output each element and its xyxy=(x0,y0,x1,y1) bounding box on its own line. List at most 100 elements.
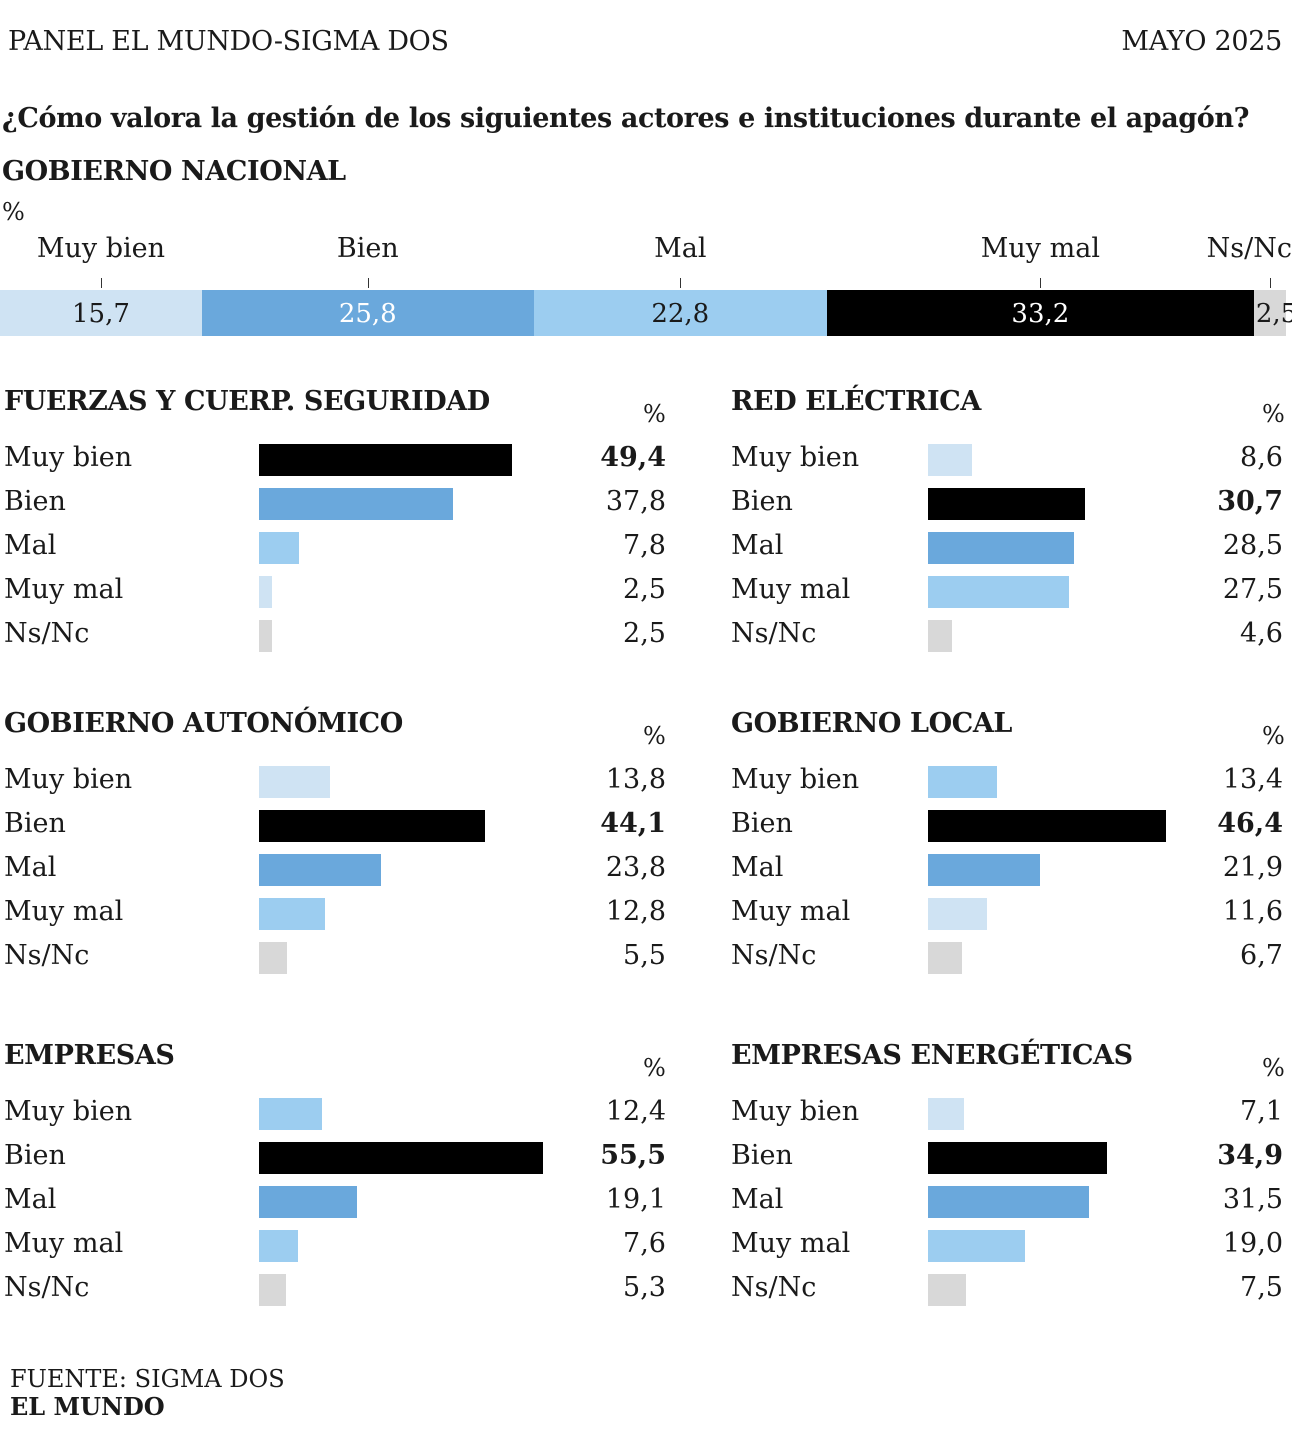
row-value: 8,6 xyxy=(1240,442,1283,473)
national-segment-value: 33,2 xyxy=(1011,299,1070,329)
row-label: Muy bien xyxy=(731,764,860,795)
row-value: 12,4 xyxy=(605,1096,666,1127)
panel-title: GOBIERNO LOCAL xyxy=(731,708,1012,739)
national-segment-value: 2,5 xyxy=(1255,299,1292,329)
brand-logo: EL MUNDO xyxy=(10,1392,165,1421)
national-segment xyxy=(826,290,1254,336)
row-value: 7,8 xyxy=(623,530,666,561)
national-segment xyxy=(533,290,827,336)
row-label: Bien xyxy=(4,1140,66,1171)
row-value: 7,6 xyxy=(623,1228,666,1259)
panel-title: EMPRESAS xyxy=(4,1040,175,1071)
row-label: Muy bien xyxy=(4,764,133,795)
bar xyxy=(928,942,963,974)
row-value: 5,3 xyxy=(623,1272,666,1303)
bar xyxy=(259,620,272,652)
bar xyxy=(928,854,1041,886)
row-label: Muy mal xyxy=(731,1228,851,1259)
bar xyxy=(259,810,485,842)
bar xyxy=(259,942,288,974)
bar xyxy=(259,854,381,886)
row-label: Mal xyxy=(4,1184,57,1215)
bar xyxy=(928,1142,1107,1174)
national-category-label: Bien xyxy=(336,233,399,264)
row-value: 11,6 xyxy=(1222,896,1283,927)
row-label: Ns/Nc xyxy=(4,940,90,971)
row-value: 6,7 xyxy=(1240,940,1283,971)
bar xyxy=(928,532,1074,564)
row-value: 44,1 xyxy=(600,808,666,839)
national-segment xyxy=(201,290,534,336)
row-value: 55,5 xyxy=(600,1140,666,1171)
row-value: 34,9 xyxy=(1217,1140,1283,1171)
bar xyxy=(928,766,997,798)
panel-unit: % xyxy=(643,1054,666,1082)
row-label: Ns/Nc xyxy=(731,1272,817,1303)
row-label: Ns/Nc xyxy=(731,940,817,971)
row-label: Muy mal xyxy=(4,896,124,927)
bar xyxy=(259,488,453,520)
row-value: 27,5 xyxy=(1222,574,1283,605)
row-value: 12,8 xyxy=(605,896,666,927)
row-label: Mal xyxy=(731,852,784,883)
row-value: 30,7 xyxy=(1217,486,1283,517)
national-title: GOBIERNO NACIONAL xyxy=(2,156,346,187)
bar xyxy=(928,810,1166,842)
national-tick xyxy=(680,278,682,288)
row-value: 13,8 xyxy=(605,764,666,795)
row-value: 19,0 xyxy=(1222,1228,1283,1259)
row-value: 37,8 xyxy=(605,486,666,517)
row-label: Muy mal xyxy=(731,896,851,927)
row-value: 2,5 xyxy=(623,574,666,605)
row-label: Muy bien xyxy=(4,442,133,473)
national-tick xyxy=(367,278,369,288)
row-label: Muy mal xyxy=(731,574,851,605)
bar xyxy=(928,1274,967,1306)
row-value: 21,9 xyxy=(1222,852,1283,883)
row-label: Ns/Nc xyxy=(4,618,90,649)
bar xyxy=(928,898,988,930)
row-label: Muy mal xyxy=(4,1228,124,1259)
row-label: Muy bien xyxy=(731,1096,860,1127)
row-label: Muy bien xyxy=(731,442,860,473)
bar xyxy=(928,1230,1026,1262)
row-label: Mal xyxy=(4,852,57,883)
panel-unit: % xyxy=(643,722,666,750)
bar xyxy=(259,1274,287,1306)
bar xyxy=(928,576,1069,608)
national-segment-value: 25,8 xyxy=(338,299,397,329)
bar xyxy=(259,1098,323,1130)
row-label: Muy mal xyxy=(4,574,124,605)
row-value: 4,6 xyxy=(1240,618,1283,649)
national-tick xyxy=(100,278,102,288)
bar xyxy=(259,1230,298,1262)
row-label: Muy bien xyxy=(4,1096,133,1127)
row-value: 2,5 xyxy=(623,618,666,649)
row-label: Bien xyxy=(4,486,66,517)
national-tick xyxy=(1040,278,1042,288)
bar xyxy=(259,532,299,564)
national-category-label: Ns/Nc xyxy=(1206,233,1292,264)
source-note: FUENTE: SIGMA DOS xyxy=(10,1365,285,1393)
national-segment-value: 15,7 xyxy=(71,299,130,329)
bar xyxy=(928,1098,965,1130)
panel-unit: % xyxy=(643,400,666,428)
bar xyxy=(928,620,952,652)
row-value: 28,5 xyxy=(1222,530,1283,561)
panel-title: RED ELÉCTRICA xyxy=(731,386,981,417)
national-segment xyxy=(0,290,202,336)
question-title: ¿Cómo valora la gestión de los siguiente… xyxy=(2,103,1250,134)
row-value: 46,4 xyxy=(1217,808,1283,839)
national-category-label: Muy bien xyxy=(36,233,166,264)
bar xyxy=(259,444,512,476)
national-tick xyxy=(1269,278,1271,288)
bar xyxy=(259,1142,544,1174)
row-value: 7,1 xyxy=(1240,1096,1283,1127)
header-left: PANEL EL MUNDO-SIGMA DOS xyxy=(8,26,449,57)
national-segment-value: 22,8 xyxy=(651,299,710,329)
row-label: Mal xyxy=(731,1184,784,1215)
panel-unit: % xyxy=(1262,722,1285,750)
bar xyxy=(259,898,325,930)
panel-title: GOBIERNO AUTONÓMICO xyxy=(4,708,403,739)
row-value: 5,5 xyxy=(623,940,666,971)
